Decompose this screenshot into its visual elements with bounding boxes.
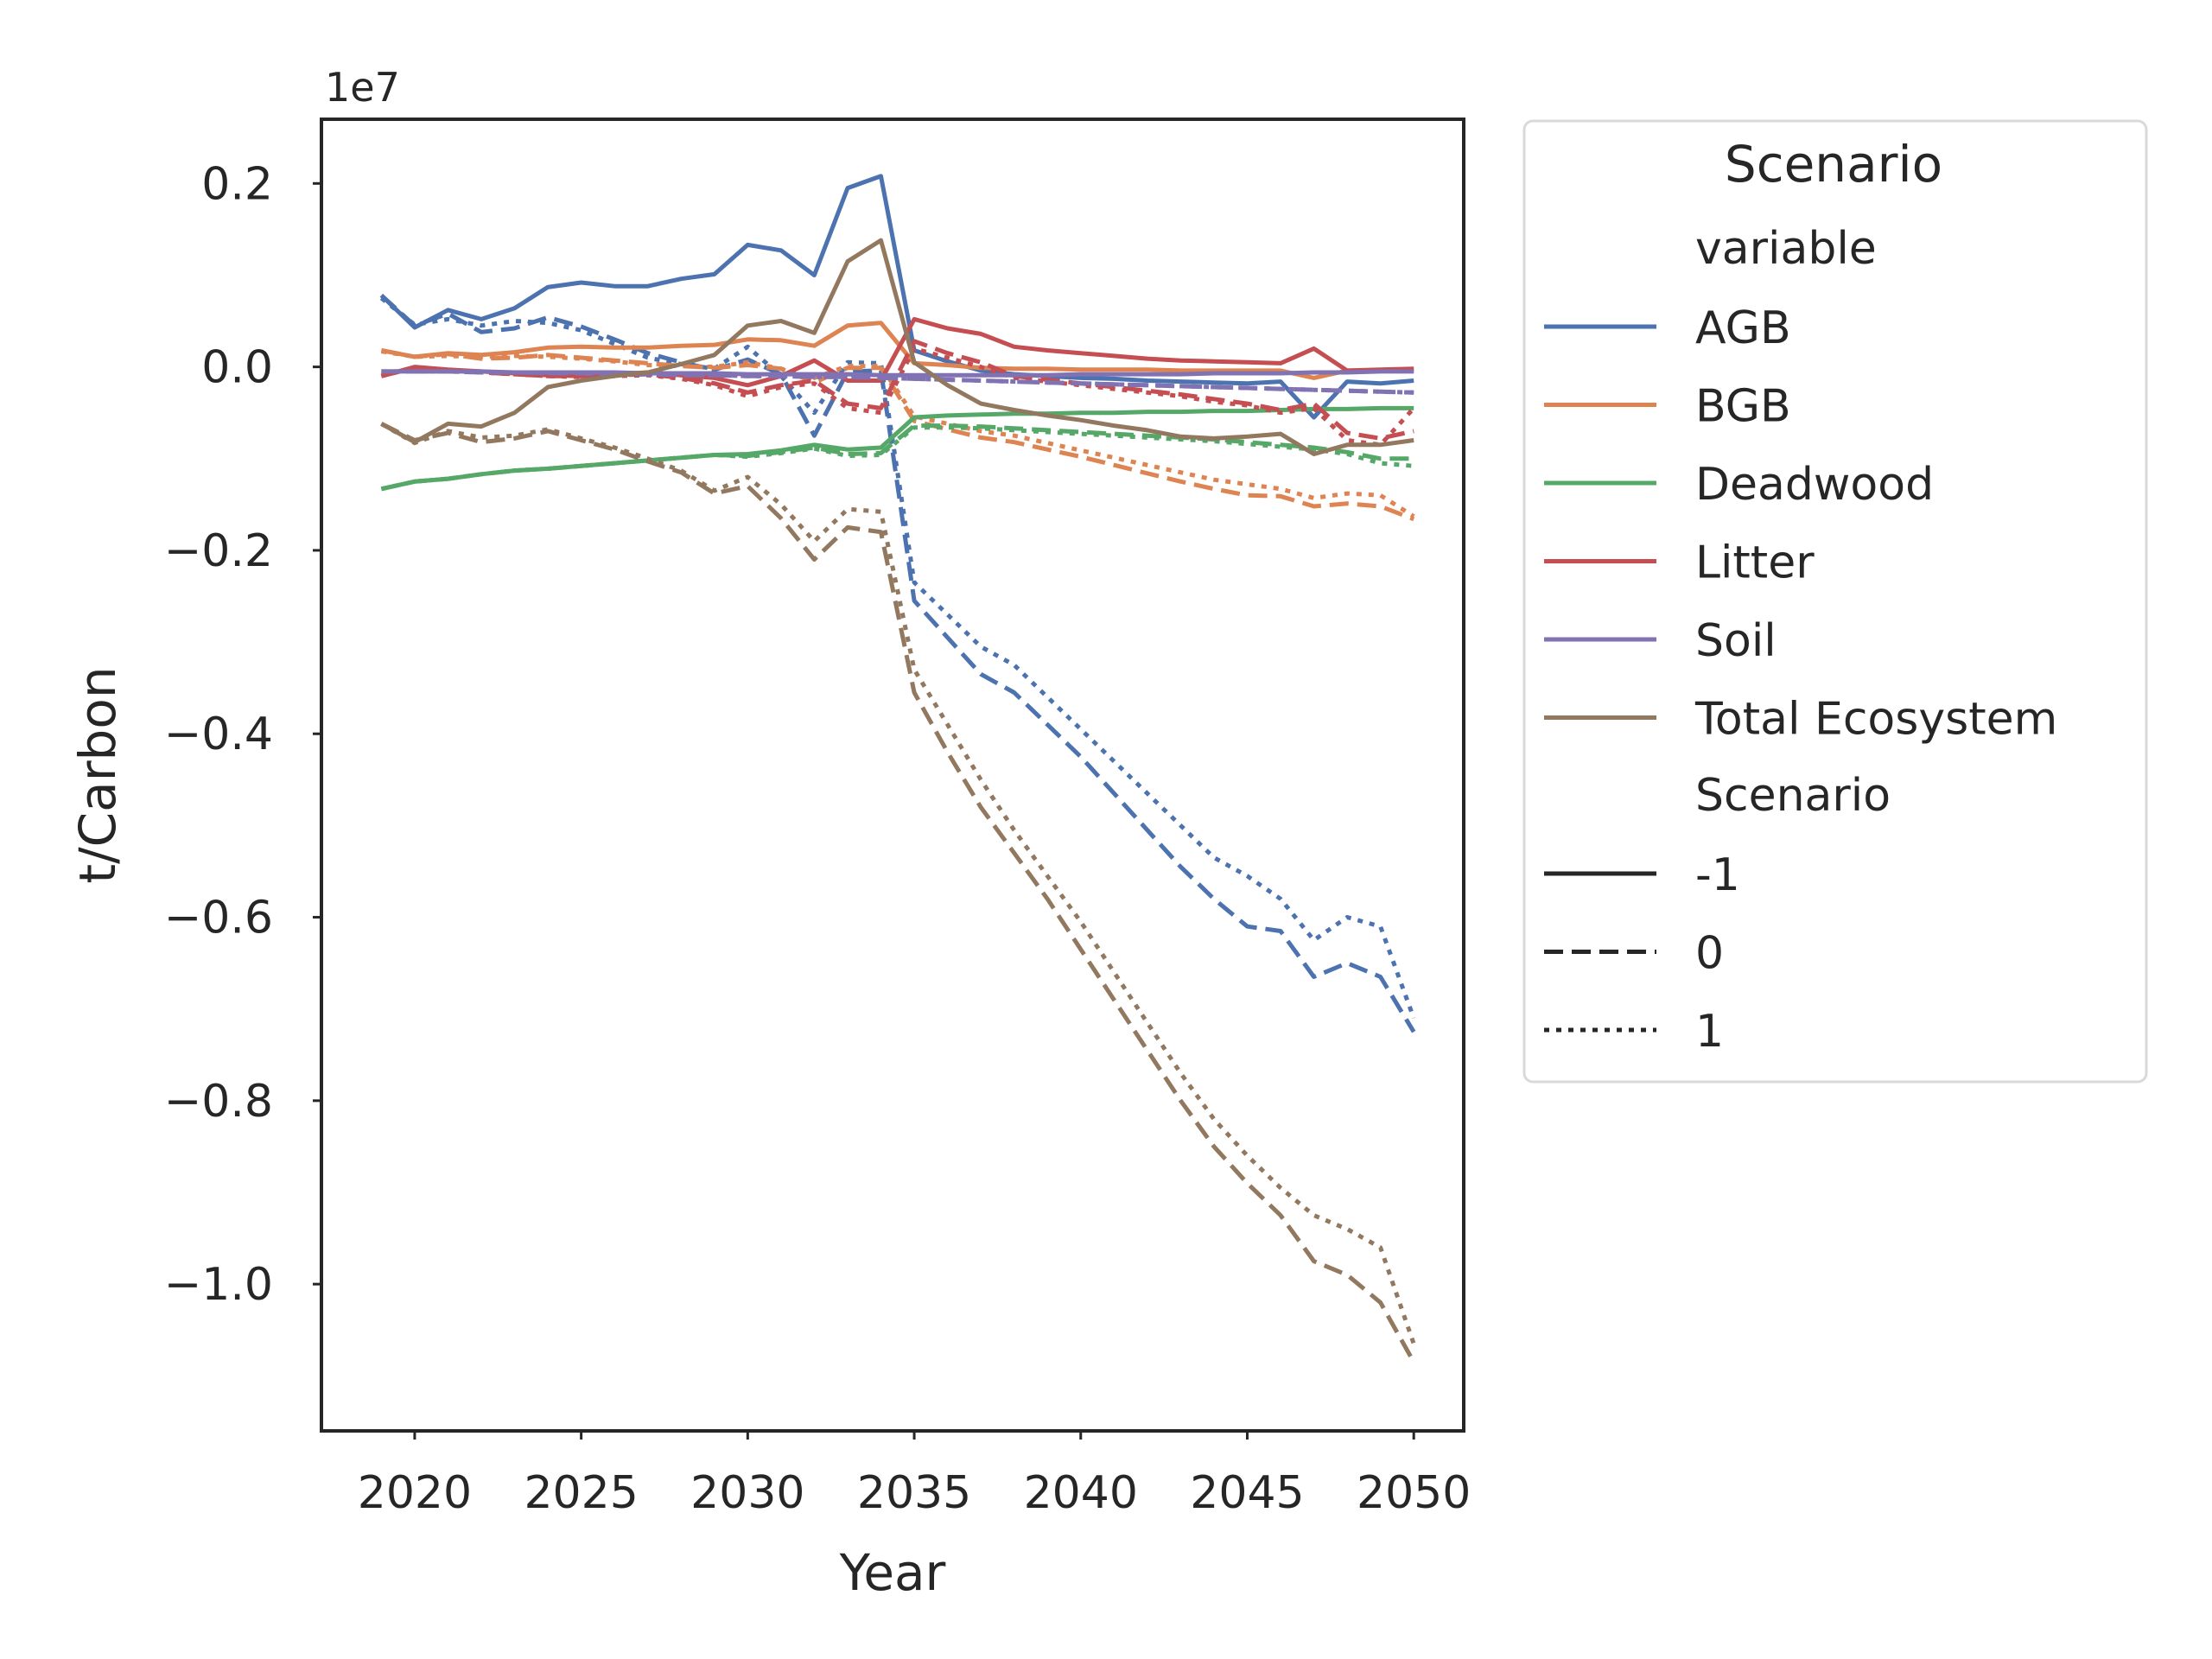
legend-label-scenario-0: 0 (1695, 928, 1724, 980)
series-line-agb-scenario-1 (379, 296, 1416, 1020)
y-axis-label: t/Carbon (68, 666, 127, 883)
y-axis-ticks: 0.2 0.0 −0.2 −0.4 −0.6 −0.8 −1.0 (164, 158, 321, 1311)
x-axis-label: Year (839, 1543, 946, 1602)
x-tick-label: 2040 (1024, 1467, 1138, 1519)
y-tick-label: −0.4 (164, 709, 273, 760)
y-offset-label: 1e7 (325, 64, 400, 111)
x-axis-ticks: 2020 2025 2030 2035 2040 2045 2050 (358, 1431, 1471, 1519)
series-line-deadwood-scenario-1 (380, 425, 1414, 492)
x-tick-label: 2035 (857, 1467, 971, 1519)
legend-label-scenario-1: 1 (1695, 1006, 1724, 1058)
y-tick-label: 0.2 (201, 158, 273, 210)
y-tick-label: −0.2 (164, 525, 273, 577)
y-tick-label: −0.6 (164, 893, 273, 944)
legend-title: Scenario (1725, 135, 1942, 194)
legend-box (1522, 119, 2148, 1084)
series-line-total-ecosystem-scenario--1 (380, 238, 1414, 456)
legend: Scenario variable AGB BGB Deadwood Litter So… (1522, 119, 2148, 1084)
series-line-total-ecosystem-scenario-0 (380, 422, 1416, 1363)
series-lines (379, 174, 1416, 1363)
legend-variable-entries: AGB BGB Deadwood Litter Soil Total Ecosystem (1544, 302, 2057, 746)
y-tick-label: 0.0 (201, 342, 273, 394)
legend-style-header: Scenario (1695, 770, 1891, 822)
series-line-bgb-scenario-1 (380, 349, 1415, 518)
legend-label-soil: Soil (1695, 615, 1777, 667)
plot-frame (320, 118, 1465, 1433)
legend-label-bgb: BGB (1695, 381, 1791, 433)
legend-label-litter: Litter (1695, 537, 1815, 589)
y-tick-label: −0.8 (164, 1076, 273, 1128)
legend-hue-header: variable (1695, 223, 1877, 275)
x-tick-label: 2050 (1357, 1467, 1471, 1519)
y-tick-label: −1.0 (164, 1259, 273, 1311)
series-line-litter-scenario-1 (380, 346, 1416, 448)
legend-label-scenario--1: -1 (1695, 849, 1740, 901)
legend-label-deadwood: Deadwood (1695, 459, 1934, 511)
series-line-agb-scenario--1 (379, 174, 1414, 420)
x-tick-label: 2020 (358, 1467, 472, 1519)
legend-label-agb: AGB (1695, 302, 1791, 354)
x-tick-label: 2030 (690, 1467, 804, 1519)
series-line-bgb-scenario--1 (380, 321, 1414, 380)
legend-label-total-ecosystem: Total Ecosystem (1694, 694, 2057, 746)
x-tick-label: 2045 (1190, 1467, 1304, 1519)
legend-scenario-entries: -1 0 1 (1544, 849, 1740, 1058)
series-line-total-ecosystem-scenario-1 (380, 422, 1416, 1345)
x-tick-label: 2025 (524, 1467, 638, 1519)
series-line-soil-scenario-1 (381, 369, 1414, 395)
